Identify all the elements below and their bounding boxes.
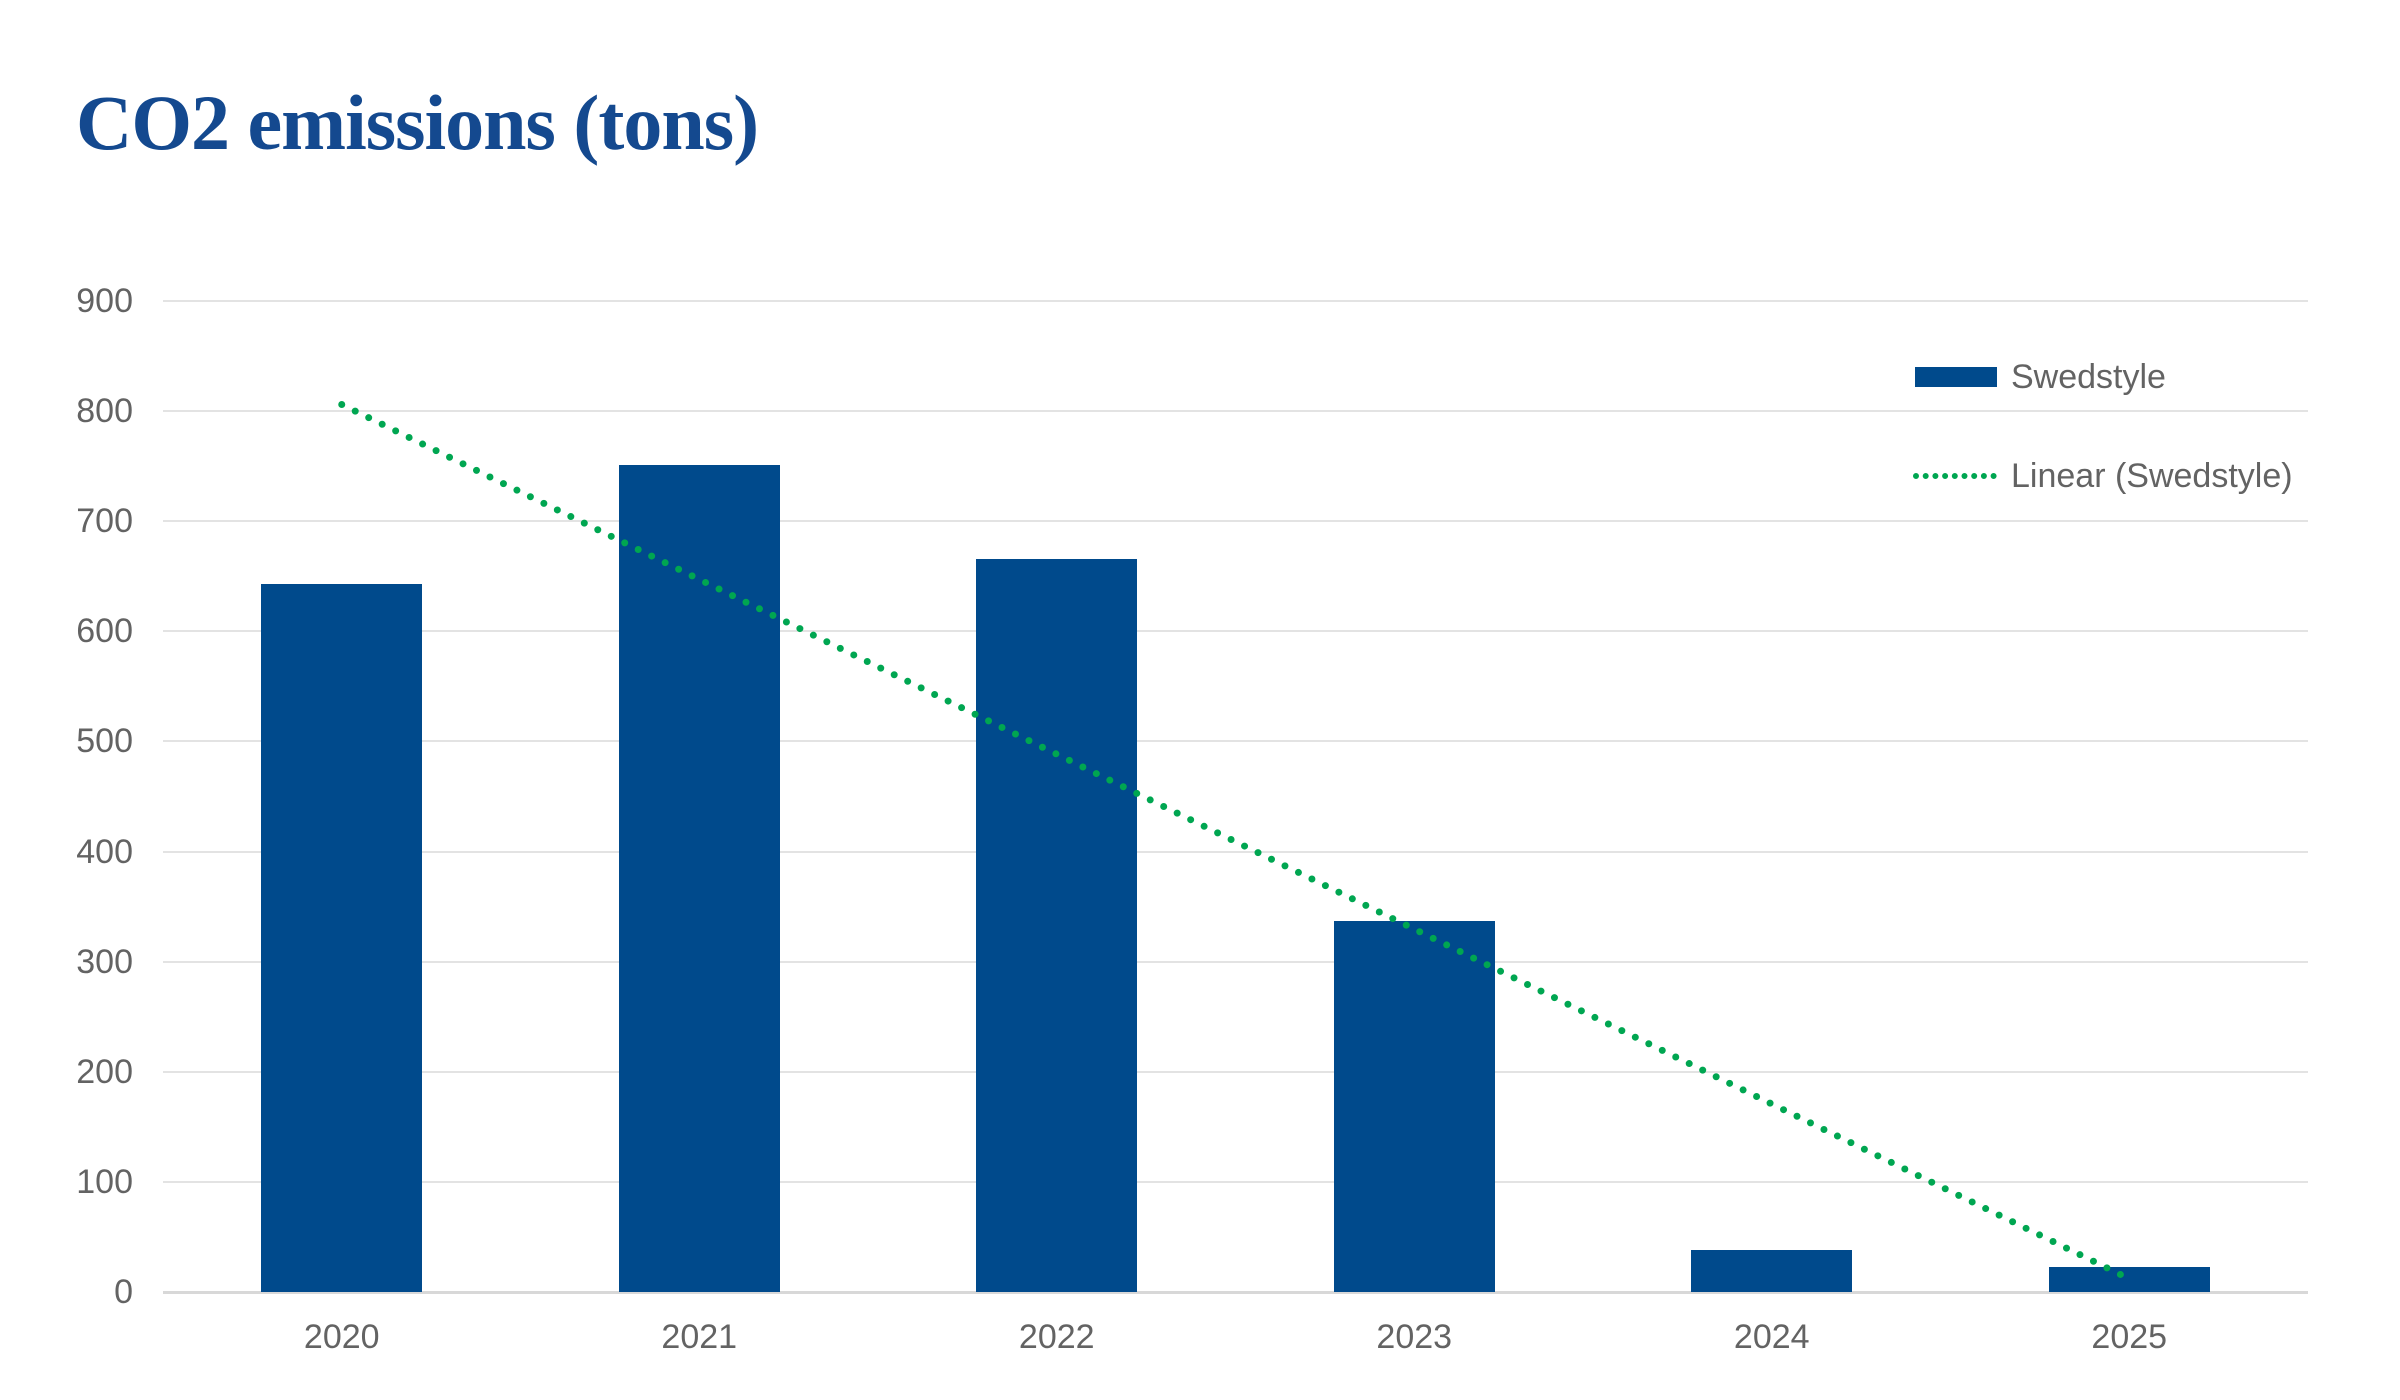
bar-2021 [618, 465, 780, 1292]
gridline-0 [163, 1291, 2308, 1294]
bar-2023 [1333, 920, 1495, 1292]
x-tick-label-2020: 2020 [303, 1318, 380, 1356]
y-tick-label-100: 100 [76, 1162, 133, 1201]
gridline-600 [163, 630, 2308, 633]
legend-item-linear-swedstyle: Linear (Swedstyle) [1913, 456, 2293, 496]
y-tick-label-700: 700 [76, 502, 133, 541]
y-tick-label-800: 800 [76, 392, 133, 431]
trendline [338, 401, 2133, 1283]
y-tick-label-400: 400 [76, 832, 133, 871]
y-tick-label-900: 900 [76, 282, 133, 320]
y-tick-label-500: 500 [76, 722, 133, 761]
gridline-500 [163, 740, 2308, 743]
gridline-400 [163, 850, 2308, 853]
y-tick-label-600: 600 [76, 612, 133, 651]
x-tick-label-2022: 2022 [1018, 1318, 1095, 1356]
x-tick-label-2024: 2024 [1733, 1318, 1810, 1356]
bar-2022 [976, 558, 1138, 1292]
gridline-800 [163, 410, 2308, 413]
bar-2020 [261, 583, 423, 1292]
x-tick-label-2021: 2021 [661, 1318, 738, 1356]
gridline-700 [163, 520, 2308, 523]
dotted-line-icon [1913, 473, 1997, 479]
bar-2024 [1691, 1250, 1853, 1292]
chart-title: CO2 emissions (tons) [76, 79, 759, 166]
gridline-200 [163, 1070, 2308, 1073]
legend-item-swedstyle: Swedstyle [1915, 357, 2166, 397]
y-tick-label-200: 200 [76, 1052, 133, 1091]
y-tick-label-300: 300 [76, 942, 133, 981]
x-tick-label-2023: 2023 [1376, 1318, 1453, 1356]
gridline-900 [163, 300, 2308, 302]
gridline-300 [163, 960, 2308, 963]
bar-swatch-icon [1915, 367, 1997, 387]
gridline-100 [163, 1180, 2308, 1183]
y-tick-label-0: 0 [114, 1273, 133, 1311]
bar-2025 [2048, 1266, 2210, 1292]
legend-label-swedstyle: Swedstyle [2011, 357, 2166, 396]
legend-label-linear: Linear (Swedstyle) [2011, 456, 2293, 495]
x-tick-label-2025: 2025 [2091, 1318, 2168, 1356]
